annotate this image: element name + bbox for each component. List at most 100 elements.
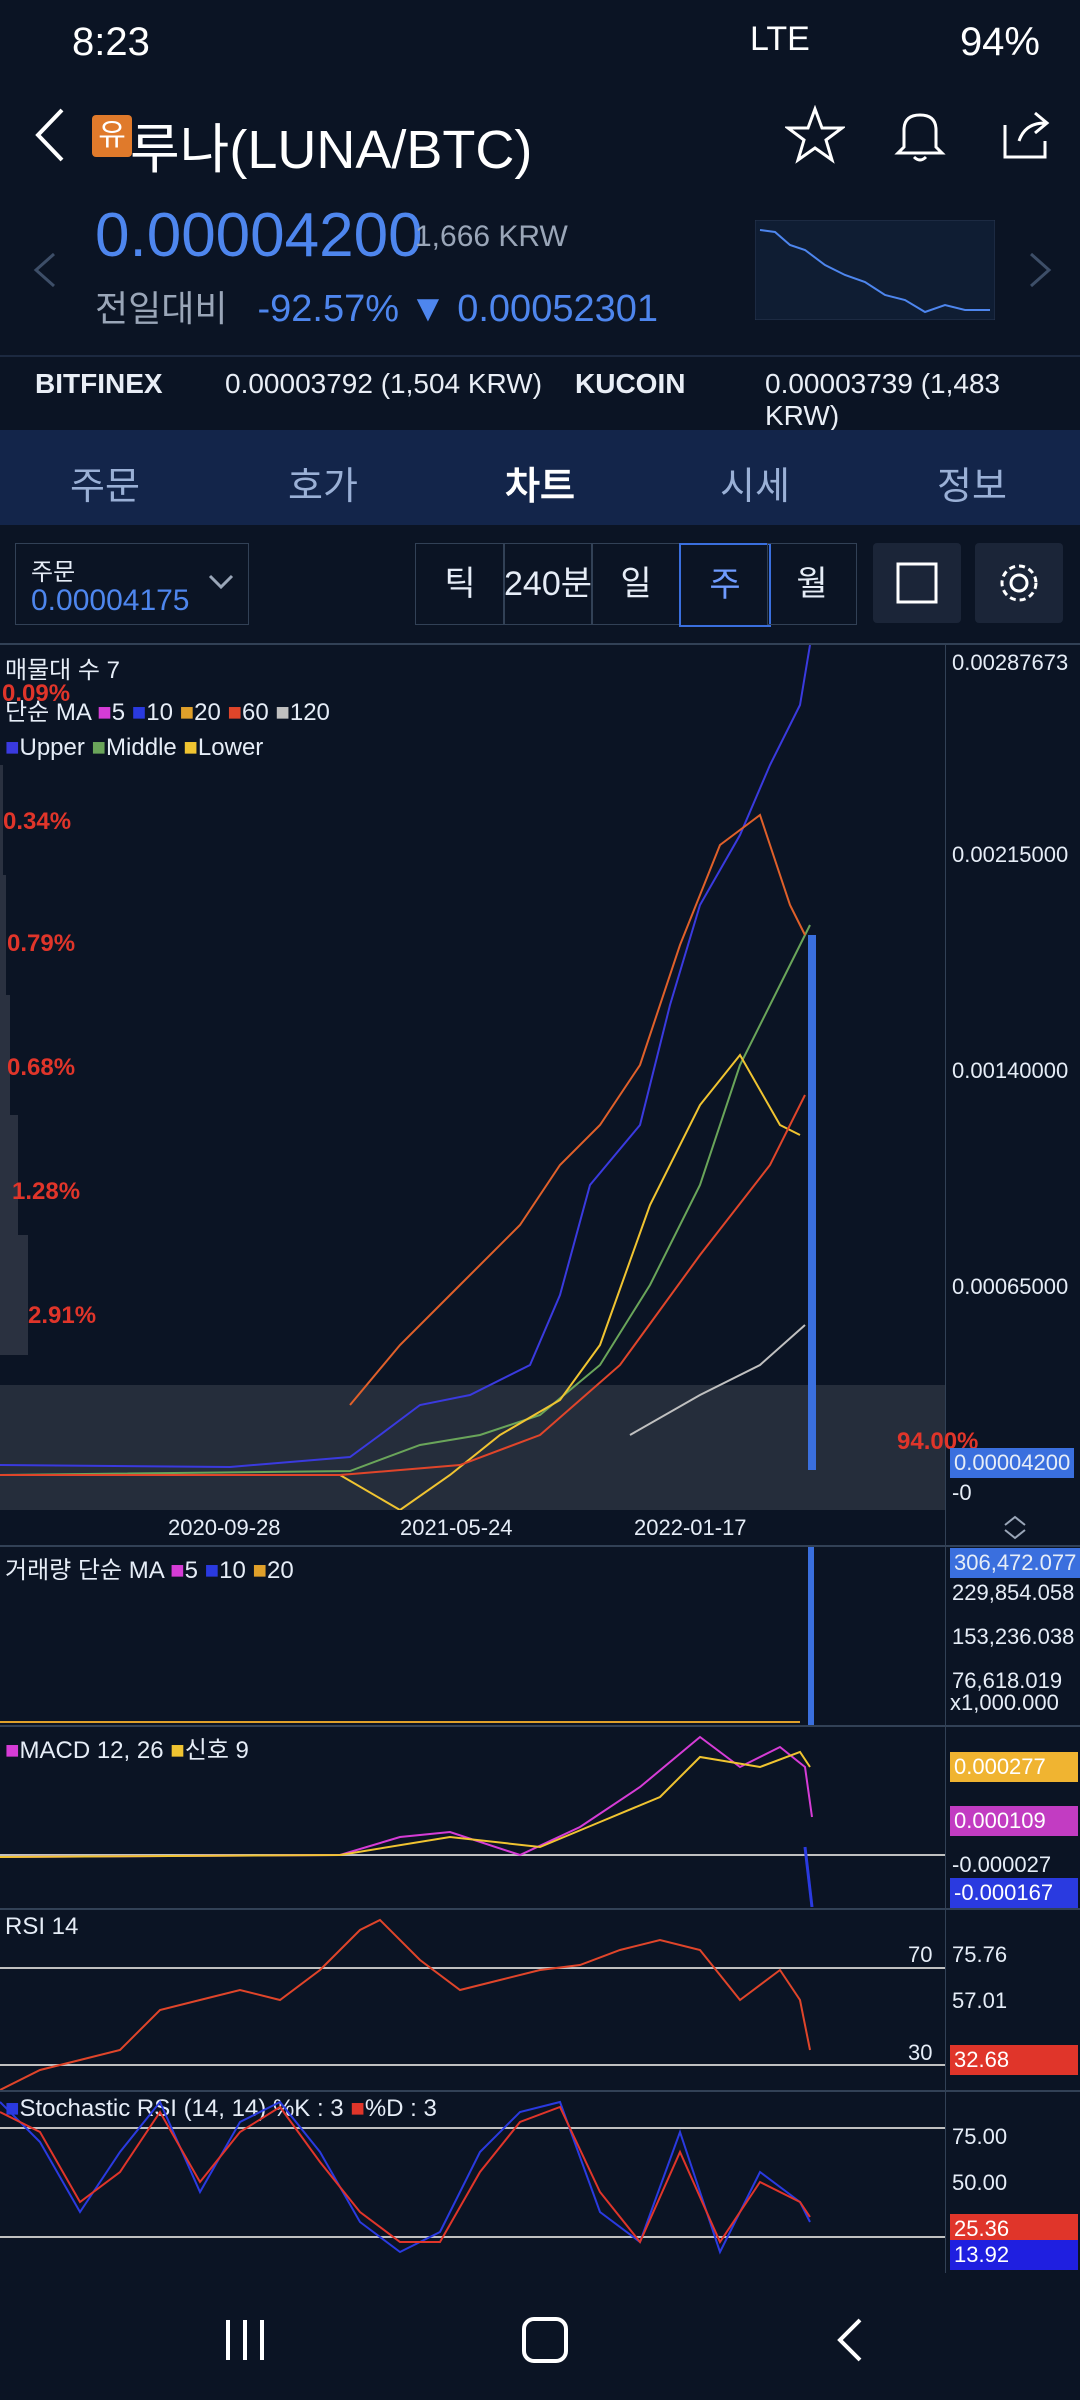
date-axis-label: 2020-09-28 [168,1515,281,1540]
legend-ma: 단순 MA ■5 ■10 ■20 ■60 ■120 [5,699,330,726]
back-icon[interactable] [825,2315,875,2365]
tab-info[interactable]: 정보 [937,466,1007,508]
date-axis-label: 2021-05-24 [400,1515,513,1540]
macd-axis-label: -0.000027 [952,1852,1052,1877]
tab-chart[interactable]: 차트 [505,466,575,508]
volume-axis-label: 153,236.038 [952,1624,1075,1649]
system-nav-bar [0,2275,1080,2400]
stoch-legend: ■Stochastic RSI (14, 14) %K : 3 ■%D : 3 [5,2095,437,2122]
mini-chart[interactable] [755,220,995,320]
volume-legend: 거래량 단순 MA ■5 ■10 ■20 [5,1557,294,1584]
status-time: 8:23 [72,20,150,64]
header: 유 루나(LUNA/BTC) [0,95,1080,195]
status-bar: 8:23 LTE 94% [0,0,1080,90]
square-icon [896,562,938,604]
macd-axis-label: 0.000109 [950,1806,1078,1836]
rsi-level: 70 [908,1942,933,1967]
legend-ma-60: 60 [241,699,269,726]
price-chart[interactable] [0,645,945,1510]
fullscreen-button[interactable] [873,543,961,623]
stoch-axis-label: 25.36 [950,2214,1078,2244]
order-value: 0.00004175 [31,584,190,617]
next-coin-icon[interactable] [1025,250,1055,290]
tab-orderbook[interactable]: 호가 [288,466,358,508]
chevron-down-icon [208,574,234,590]
legend-ma-20: 20 [194,699,221,726]
recent-apps-icon[interactable] [220,2315,270,2365]
volume-legend-label: 거래량 단순 MA [5,1557,164,1584]
change-label: 전일대비 [95,288,228,329]
exchange-value-kucoin: 0.00003739 (1,483 KRW) [765,368,1001,431]
interval-week[interactable]: 주 [679,543,771,627]
volume-profile-pct: 0.09% [2,680,71,707]
legend-ma-120: 120 [289,699,330,726]
rsi-chart[interactable] [0,1910,945,2090]
volume-axis-label: 76,618.019 [952,1668,1063,1693]
volume-axis-label: 229,854.058 [952,1580,1075,1605]
price-axis-label: -0 [952,1480,972,1505]
legend-bb-upper: Upper [19,734,85,761]
bell-icon[interactable] [890,105,950,165]
legend-volume-profile: 매물대 수 7 [5,657,121,684]
macd-chart[interactable] [0,1727,945,1907]
star-icon[interactable] [785,105,845,165]
prev-coin-icon[interactable] [30,250,60,290]
price-krw: 1,666 KRW [415,220,568,253]
volume-profile-pct: 1.28% [12,1178,81,1205]
exchange-value-bitfinex: 0.00003792 (1,504 KRW) [225,368,543,399]
legend-bb-middle: Middle [106,734,177,761]
exchange-name-kucoin: KUCOIN [575,368,686,399]
share-icon[interactable] [995,105,1055,165]
back-arrow-icon[interactable] [30,105,70,165]
settings-button[interactable] [975,543,1063,623]
volume-axis-label: 306,472.077 [950,1548,1080,1578]
order-price-box[interactable]: 주문 0.00004175 [15,543,249,625]
volume-chart[interactable] [0,1547,945,1725]
stoch-legend-label: Stochastic RSI (14, 14) %K : 3 [19,2095,344,2122]
price-axis-label: 0.00215000 [952,842,1069,867]
tab-market[interactable]: 시세 [720,466,790,508]
interval-month[interactable]: 월 [767,543,857,625]
macd-signal-label: 신호 9 [184,1737,249,1764]
volume-profile-pct: 0.68% [7,1054,76,1081]
stoch-axis-label: 75.00 [952,2124,1008,2149]
resize-handle-icon[interactable] [1000,1515,1030,1540]
stoch-legend-d: %D : 3 [364,2095,437,2122]
macd-axis-label: 0.000277 [950,1752,1078,1782]
rsi-axis-label: 75.76 [952,1942,1008,1967]
price-axis-label: 0.00065000 [952,1274,1069,1299]
current-price-tag: 0.00004200 [950,1448,1075,1478]
legend-ma-label: 단순 MA [5,699,91,726]
macd-axis-label: -0.000167 [950,1878,1078,1908]
rsi-level: 30 [908,2040,933,2065]
change-percent: -92.57% [257,288,400,330]
price-axis-label: 0.00287673 [952,650,1069,675]
stoch-chart[interactable] [0,2092,945,2272]
legend-ma-10: 10 [146,699,173,726]
legend-ma-5: 5 [111,699,126,726]
legend-bb-lower: Lower [197,734,264,761]
volume-ma-10: 10 [219,1557,246,1584]
interval-240m[interactable]: 240분 [503,543,593,625]
page-title[interactable]: 루나(LUNA/BTC) [130,120,533,180]
tab-order[interactable]: 주문 [70,466,140,508]
stoch-axis-label: 50.00 [952,2170,1008,2195]
macd-legend-label: MACD 12, 26 [19,1737,164,1764]
home-icon[interactable] [520,2315,570,2365]
rsi-axis-label: 57.01 [952,1988,1008,2013]
status-network: LTE [750,20,810,58]
volume-ma-5: 5 [184,1557,198,1584]
volume-profile-pct: 0.79% [7,930,76,957]
volume-profile-pct: 0.34% [3,808,72,835]
price-change: 전일대비 -92.57% ▼ 0.00052301 [95,280,658,332]
macd-legend: ■MACD 12, 26 ■신호 9 [5,1737,249,1764]
gear-icon [1000,564,1038,602]
rsi-axis-label: 32.68 [950,2045,1078,2075]
tab-bar: 주문 호가 차트 시세 정보 [0,430,1080,525]
legend-bb: ■Upper ■Middle ■Lower [5,734,264,761]
status-battery: 94% [959,20,1040,64]
current-price: 0.00004200 [95,201,423,270]
stoch-axis-label: 13.92 [950,2240,1078,2270]
interval-tick[interactable]: 틱 [415,543,505,625]
interval-day[interactable]: 일 [591,543,681,625]
